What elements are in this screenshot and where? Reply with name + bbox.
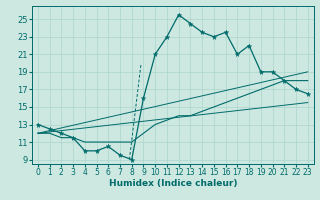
X-axis label: Humidex (Indice chaleur): Humidex (Indice chaleur) (108, 179, 237, 188)
